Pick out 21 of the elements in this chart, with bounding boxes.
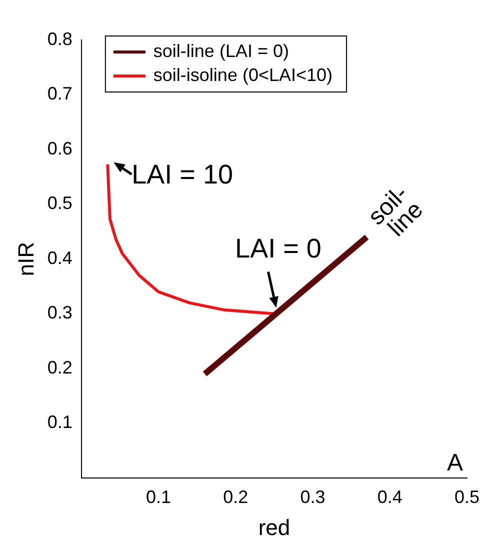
annotation: soil-line <box>363 180 428 242</box>
annotation: LAI = 0 <box>235 234 322 264</box>
y-tick-label: 0.1 <box>47 412 72 432</box>
y-tick-label: 0.3 <box>47 302 72 323</box>
y-tick-label: 0.4 <box>47 248 72 268</box>
y-tick-label: 0.2 <box>47 357 72 378</box>
y-tick-label: 0.6 <box>47 138 72 158</box>
legend-label: soil-line (LAI = 0) <box>153 40 289 61</box>
y-axis-title: nIR <box>13 242 38 276</box>
x-tick-label: 0.5 <box>454 486 480 507</box>
y-tick-label: 0.8 <box>47 28 72 49</box>
y-tick-label: 0.5 <box>47 193 72 214</box>
x-axis-title: red <box>258 514 290 540</box>
x-tick-label: 0.4 <box>377 486 402 507</box>
legend-label: soil-isoline (0<LAI<10) <box>153 64 333 85</box>
x-tick-label: 0.2 <box>223 486 248 507</box>
x-tick-label: 0.1 <box>146 486 172 507</box>
annotation: A <box>446 450 463 477</box>
y-tick-label: 0.7 <box>47 84 72 104</box>
annotation: LAI = 10 <box>132 160 233 190</box>
x-tick-label: 0.3 <box>300 486 326 507</box>
